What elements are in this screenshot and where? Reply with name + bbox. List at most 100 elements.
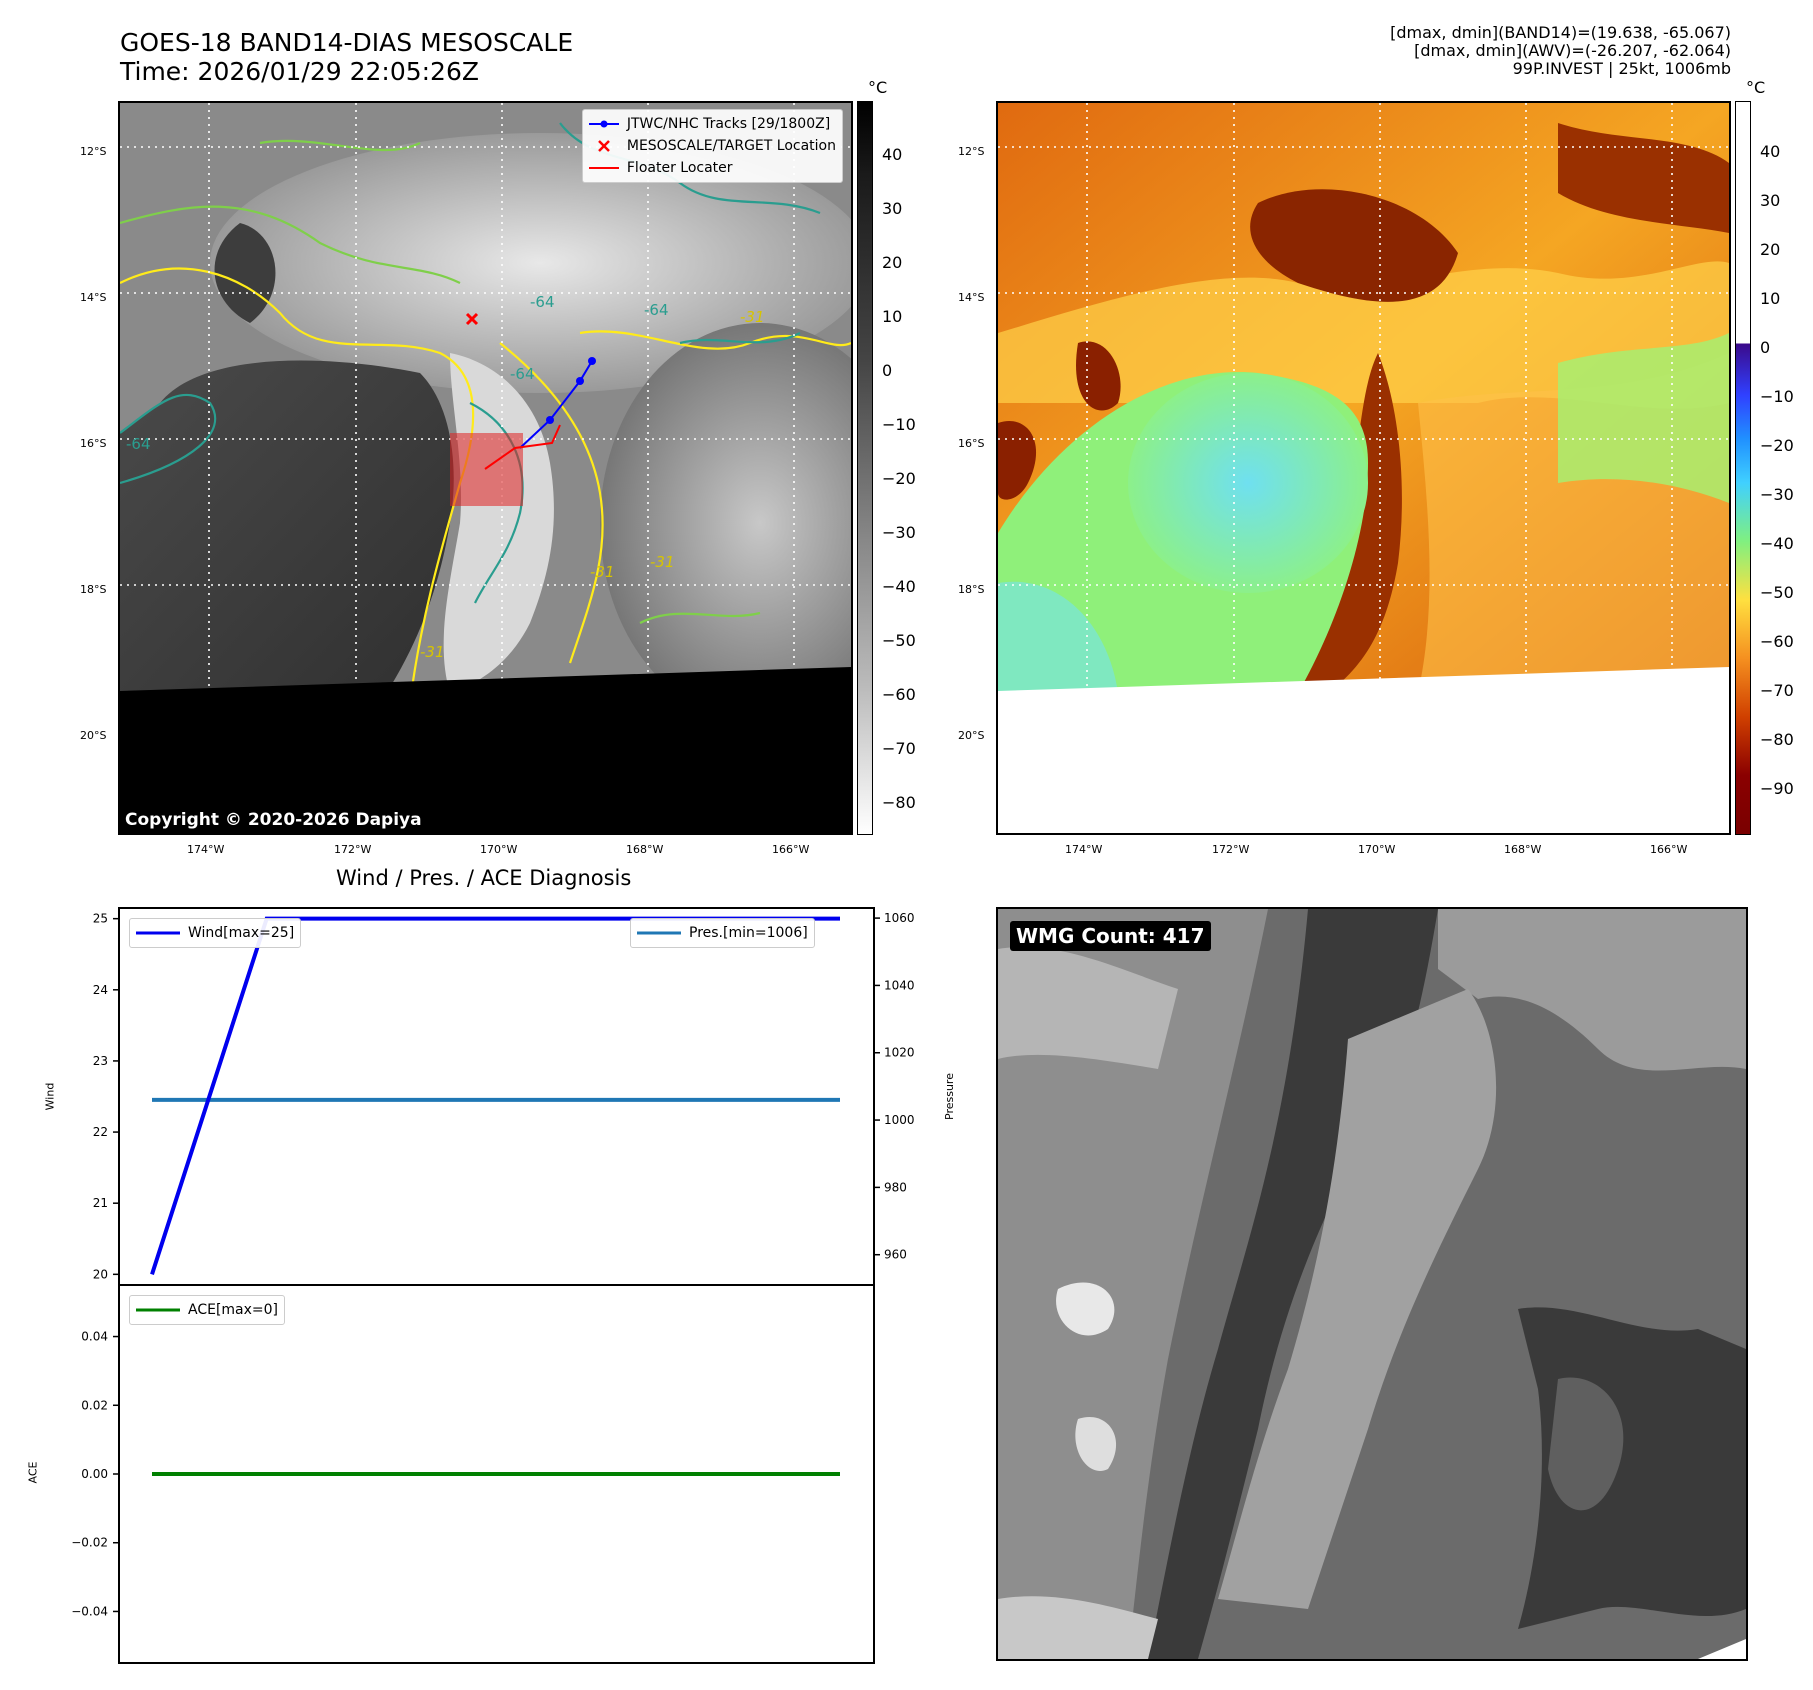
tick-label: −0.04 <box>71 1604 108 1618</box>
chart-title: GOES-18 BAND14-DIAS MESOSCALE Time: 2026… <box>120 28 573 86</box>
tick-label: −0.02 <box>71 1536 108 1550</box>
tick-label: 25 <box>93 912 108 926</box>
cb-left-tick: 30 <box>882 199 903 218</box>
cb-left-tick: −10 <box>882 415 916 434</box>
cb-right-tick: −80 <box>1760 730 1794 749</box>
tick-label: 20 <box>93 1267 108 1281</box>
colorbar-right-unit: °C <box>1746 78 1766 97</box>
lon-label: 168°W <box>1504 843 1542 856</box>
pres-ticks: 1060 1040 1020 1000 980 960 <box>874 911 915 1262</box>
legend-target-label: MESOSCALE/TARGET Location <box>626 138 836 154</box>
cb-left-tick: 0 <box>882 361 893 380</box>
tick-label: 24 <box>93 983 108 997</box>
cb-right-tick: −30 <box>1760 485 1794 504</box>
tick-label: 980 <box>884 1180 907 1194</box>
lat-label: 20°S <box>80 729 107 742</box>
tick-label: 1060 <box>884 911 915 925</box>
lon-label: 172°W <box>1212 843 1250 856</box>
pressure-ylabel: Pressure <box>942 1073 956 1120</box>
contour-label-6: -31 <box>740 308 765 326</box>
tick-label: 23 <box>93 1054 108 1068</box>
cb-left-tick: 10 <box>882 307 903 326</box>
tick-label: 22 <box>93 1125 108 1139</box>
pressure-legend-label: Pres.[min=1006] <box>689 925 808 941</box>
lat-label: 12°S <box>958 145 985 158</box>
lon-label: 166°W <box>1650 843 1688 856</box>
title-line-2: Time: 2026/01/29 22:05:26Z <box>120 57 479 86</box>
cb-right-tick: 20 <box>1760 240 1781 259</box>
title-line-1: GOES-18 BAND14-DIAS MESOSCALE <box>120 28 574 57</box>
ace-ylabel: ACE <box>26 1461 40 1484</box>
diag-chart: 25 24 23 22 21 20 1060 1040 1020 1000 980 960 0.04… <box>71 907 915 1664</box>
legend-track: JTWC/NHC Tracks [29/1800Z] <box>588 113 836 135</box>
cb-left-tick: 20 <box>882 253 903 272</box>
tick-label: 0.02 <box>81 1398 108 1412</box>
lat-label: 14°S <box>80 291 107 304</box>
pressure-legend: Pres.[min=1006] <box>630 918 815 948</box>
lon-label: 174°W <box>1065 843 1103 856</box>
colorbar-left-unit: °C <box>868 78 888 97</box>
lat-label: 16°S <box>80 437 107 450</box>
legend-floater: Floater Locater <box>588 157 836 179</box>
wind-series-line <box>150 916 840 1275</box>
map-legend: JTWC/NHC Tracks [29/1800Z] MESOSCALE/TAR… <box>581 109 843 183</box>
wmg-count-badge: WMG Count: 417 <box>1010 921 1211 951</box>
cb-right-tick: 30 <box>1760 191 1781 210</box>
tick-label: 0.04 <box>81 1330 108 1344</box>
contour-label-7: -31 <box>590 563 615 581</box>
cb-left-tick: 40 <box>882 145 903 164</box>
ace-line-icon <box>136 1308 180 1312</box>
cb-right-tick: −20 <box>1760 436 1794 455</box>
lon-label: 168°W <box>626 843 664 856</box>
tick-label: 21 <box>93 1196 108 1210</box>
cb-right-tick: −90 <box>1760 779 1794 798</box>
copyright-text: Copyright © 2020-2026 Dapiya <box>125 810 422 830</box>
contour-label-1: -64 <box>530 293 555 311</box>
info-line-2: [dmax, dmin](AWV)=(-26.207, -62.064) <box>1414 41 1731 60</box>
cb-left-tick: −70 <box>882 739 916 758</box>
lat-label: 18°S <box>958 583 985 596</box>
tick-label: 1040 <box>884 978 915 992</box>
wind-line-icon <box>136 931 180 935</box>
floater-line-icon <box>588 167 619 169</box>
cb-left-tick: −40 <box>882 577 916 596</box>
ace-legend: ACE[max=0] <box>129 1295 286 1325</box>
awv-image <box>998 103 1729 833</box>
cb-right-tick: −60 <box>1760 632 1794 651</box>
info-line-3: 99P.INVEST | 25kt, 1006mb <box>1512 59 1731 78</box>
target-x-icon <box>597 140 610 152</box>
wind-axes-frame <box>118 907 875 1286</box>
diag-title: Wind / Pres. / ACE Diagnosis <box>336 866 632 890</box>
colorbar-left <box>857 101 873 835</box>
cb-right-tick: −40 <box>1760 534 1794 553</box>
lon-label: 170°W <box>1358 843 1396 856</box>
wind-legend: Wind[max=25] <box>129 918 302 948</box>
legend-floater-label: Floater Locater <box>626 160 733 176</box>
legend-track-label: JTWC/NHC Tracks [29/1800Z] <box>626 116 831 132</box>
contour-label-3: -64 <box>126 435 151 453</box>
colorbar-right <box>1735 101 1751 835</box>
wmg-image <box>998 909 1746 1659</box>
cb-right-tick: −10 <box>1760 387 1794 406</box>
wind-ticks: 25 24 23 22 21 20 <box>93 912 119 1281</box>
wind-legend-label: Wind[max=25] <box>188 925 295 941</box>
lat-label: 20°S <box>958 729 985 742</box>
info-block: [dmax, dmin](BAND14)=(19.638, -65.067) [… <box>1390 24 1731 78</box>
lat-label: 12°S <box>80 145 107 158</box>
cb-right-tick: −70 <box>1760 681 1794 700</box>
cb-left-tick: −80 <box>882 793 916 812</box>
awv-map <box>996 101 1731 835</box>
lat-label: 16°S <box>958 437 985 450</box>
info-line-1: [dmax, dmin](BAND14)=(19.638, -65.067) <box>1390 23 1731 42</box>
cb-right-tick: −50 <box>1760 583 1794 602</box>
cb-right-tick: 40 <box>1760 142 1781 161</box>
track-line-icon <box>588 120 619 128</box>
band14-image <box>120 103 851 833</box>
cb-left-tick: −30 <box>882 523 916 542</box>
cb-right-tick: 10 <box>1760 289 1781 308</box>
tick-label: 960 <box>884 1248 907 1262</box>
tick-label: 0.00 <box>81 1467 108 1481</box>
cb-left-tick: −20 <box>882 469 916 488</box>
lat-label: 18°S <box>80 583 107 596</box>
legend-target: MESOSCALE/TARGET Location <box>589 135 836 157</box>
